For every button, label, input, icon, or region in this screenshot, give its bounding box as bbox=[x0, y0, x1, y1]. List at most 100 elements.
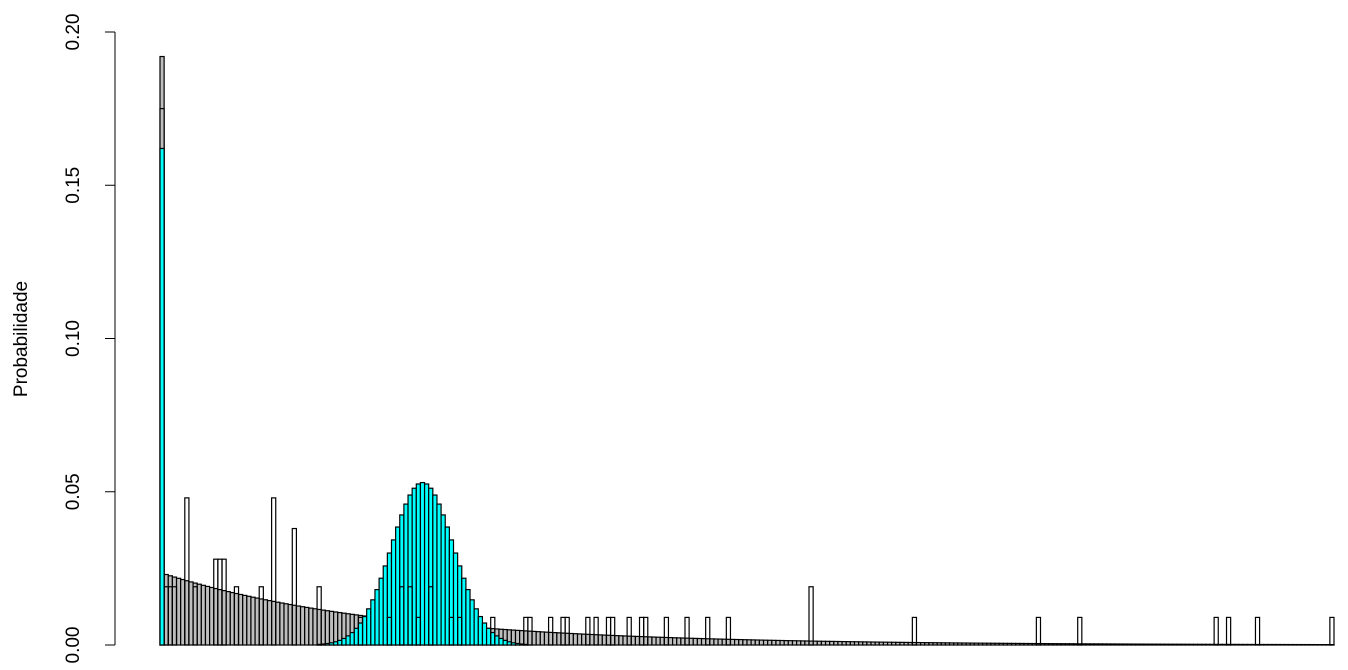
gray-bar bbox=[820, 640, 827, 646]
gray-bar bbox=[609, 634, 616, 646]
cyan-bar bbox=[361, 615, 368, 646]
y-tick-label: 0.20 bbox=[63, 14, 84, 51]
cyan-bar bbox=[502, 639, 508, 646]
cyan-bar bbox=[357, 622, 364, 646]
cyan-bar bbox=[490, 631, 496, 646]
gray-bar bbox=[209, 586, 215, 646]
gray-bar bbox=[630, 635, 636, 646]
outline-bar bbox=[1213, 616, 1219, 646]
gray-bar bbox=[246, 595, 252, 646]
gray-bar bbox=[514, 629, 521, 646]
gray-bar bbox=[824, 640, 831, 646]
gray-bar bbox=[680, 637, 686, 646]
gray-bar bbox=[242, 594, 248, 646]
gray-bar bbox=[304, 606, 310, 646]
gray-bar bbox=[634, 635, 641, 646]
gray-bar bbox=[271, 600, 277, 646]
cyan-bar bbox=[403, 503, 409, 646]
gray-bar bbox=[816, 640, 823, 646]
cyan-bar bbox=[428, 487, 434, 646]
gray-bar bbox=[552, 632, 558, 646]
gray-bar bbox=[527, 630, 533, 646]
gray-bar bbox=[671, 637, 678, 646]
gray-bar bbox=[519, 630, 525, 646]
gray-bar bbox=[233, 592, 240, 646]
gray-bar bbox=[312, 608, 318, 646]
outline-bar bbox=[1035, 616, 1042, 646]
cyan-bar bbox=[457, 565, 463, 646]
gray-bar bbox=[729, 638, 736, 646]
gray-bar bbox=[175, 577, 182, 646]
cyan-bar bbox=[473, 608, 479, 646]
gray-bar bbox=[762, 639, 769, 646]
gray-bar bbox=[564, 632, 570, 646]
gray-bar bbox=[585, 633, 591, 646]
cyan-bar bbox=[395, 526, 401, 646]
gray-bar bbox=[812, 640, 818, 646]
y-tick-label: 0.15 bbox=[63, 167, 84, 204]
cyan-bar bbox=[386, 552, 393, 646]
gray-bar bbox=[614, 635, 620, 646]
gray-bar bbox=[291, 604, 298, 646]
gray-bar bbox=[316, 608, 322, 646]
cyan-bar bbox=[465, 588, 471, 646]
gray-bar bbox=[655, 636, 661, 646]
cyan-bar bbox=[498, 637, 504, 646]
cyan-bar bbox=[494, 635, 500, 646]
y-tick-label: 0.10 bbox=[63, 320, 84, 357]
outline-bar bbox=[1225, 616, 1232, 646]
gray-bar bbox=[221, 589, 227, 646]
gray-bar bbox=[833, 640, 839, 646]
gray-bar bbox=[638, 635, 645, 646]
gray-bar bbox=[539, 631, 546, 646]
cyan-bar bbox=[411, 487, 417, 646]
gray-bar bbox=[328, 610, 335, 646]
gray-bar bbox=[572, 633, 579, 646]
y-tick-label: 0.05 bbox=[63, 473, 84, 510]
gray-bar bbox=[771, 639, 777, 646]
gray-bar bbox=[688, 637, 694, 646]
gray-bar bbox=[791, 640, 798, 646]
cyan-bar bbox=[353, 627, 360, 646]
gray-bar bbox=[262, 599, 269, 646]
cyan-bar bbox=[337, 639, 343, 646]
gray-bar bbox=[663, 636, 670, 646]
gray-bar bbox=[523, 630, 529, 646]
cyan-bar bbox=[481, 622, 488, 646]
cyan-bar bbox=[341, 637, 347, 646]
cyan-bar bbox=[415, 483, 422, 646]
gray-bar bbox=[188, 581, 194, 646]
cyan-bar bbox=[159, 147, 165, 646]
gray-bar bbox=[783, 639, 789, 646]
cyan-bar bbox=[452, 552, 459, 646]
gray-bar bbox=[581, 633, 587, 646]
gray-bar bbox=[192, 582, 198, 646]
cyan-bar bbox=[432, 494, 438, 646]
gray-bar bbox=[196, 583, 202, 646]
gray-bar bbox=[597, 634, 603, 646]
gray-bar bbox=[229, 591, 236, 646]
gray-bar bbox=[568, 632, 574, 646]
gray-bar bbox=[180, 578, 186, 646]
gray-bar bbox=[287, 603, 293, 646]
gray-bar bbox=[754, 639, 761, 646]
gray-bar bbox=[758, 639, 765, 646]
gray-bar bbox=[237, 593, 244, 646]
gray-bar bbox=[275, 601, 281, 646]
gray-bar bbox=[684, 637, 690, 646]
cyan-bar bbox=[349, 631, 355, 646]
cyan-bar bbox=[345, 635, 351, 646]
gray-bar bbox=[709, 638, 715, 646]
cyan-bar bbox=[440, 514, 446, 646]
gray-bar bbox=[283, 603, 289, 646]
gray-bar bbox=[705, 638, 711, 646]
cyan-bar bbox=[485, 627, 492, 646]
gray-bar bbox=[738, 639, 744, 646]
gray-bar bbox=[547, 631, 554, 646]
gray-bar bbox=[184, 580, 190, 646]
gray-bar bbox=[254, 597, 260, 646]
cyan-bar bbox=[370, 599, 376, 646]
gray-bar bbox=[333, 611, 339, 646]
cyan-bar bbox=[419, 481, 426, 646]
